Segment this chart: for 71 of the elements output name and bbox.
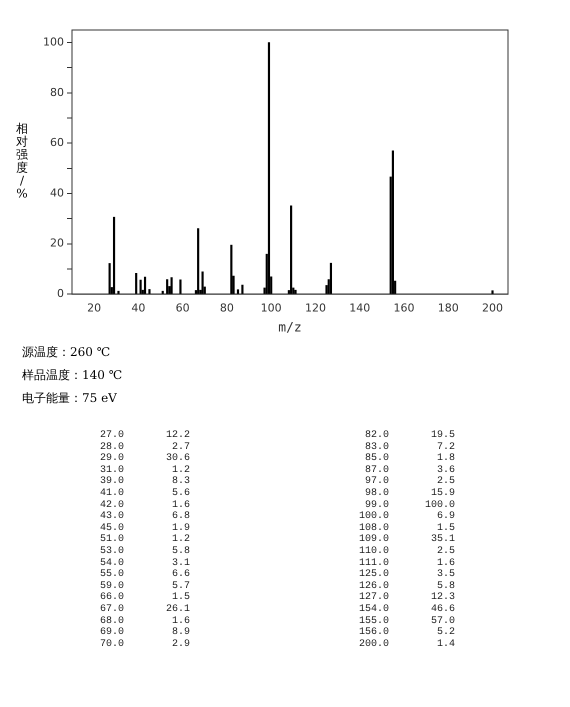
text: 82.0 19.5 [364, 430, 455, 442]
y-tick-label: 20 [50, 236, 64, 250]
text: 125.0 3.5 [358, 569, 455, 581]
x-tick-label: 60 [176, 302, 190, 315]
y-tick-label: 0 [56, 287, 64, 300]
text: 29.0 30.6 [98, 453, 190, 465]
x-tick-label: 100 [260, 302, 282, 315]
y-tick-label: 60 [50, 136, 64, 150]
text: 85.0 1.8 [364, 453, 455, 465]
bar [201, 271, 204, 294]
text: 69.0 8.9 [98, 627, 190, 639]
bar [290, 206, 292, 294]
text: 68.0 1.6 [98, 616, 190, 627]
x-tick-label: 200 [482, 302, 504, 315]
text: 41.0 5.6 [98, 488, 190, 500]
text: 111.0 1.6 [358, 558, 455, 569]
x-tick-label: 120 [304, 302, 326, 315]
x-tick-label: 20 [87, 302, 102, 315]
bar [135, 272, 138, 294]
bar [230, 244, 232, 294]
bar [197, 228, 200, 294]
text: 155.0 57.0 [358, 616, 455, 627]
text: 39.0 8.3 [98, 476, 190, 488]
bar [108, 263, 111, 294]
text: 55.0 6.6 [98, 569, 190, 581]
text: 87.0 3.6 [364, 464, 455, 476]
text: 97.0 2.5 [364, 476, 455, 488]
text: 127.0 12.3 [358, 592, 455, 604]
text: 54.0 3.1 [98, 558, 190, 569]
text: 70.0 2.9 [98, 638, 190, 650]
text: 156.0 5.2 [358, 627, 455, 639]
text: 83.0 7.2 [364, 442, 455, 453]
bar [179, 280, 182, 294]
text: 66.0 1.5 [98, 592, 190, 604]
text: 200.0 1.4 [358, 638, 455, 650]
text: 100.0 6.9 [358, 511, 455, 523]
text: 53.0 5.8 [98, 546, 190, 558]
bar [268, 42, 270, 294]
y-axis-title: 相对强度/% [16, 122, 28, 201]
bar [112, 216, 116, 294]
text: 110.0 2.5 [358, 546, 455, 558]
text: 28.0 2.7 [98, 442, 190, 453]
y-tick-label: 100 [42, 35, 64, 48]
y-tick-label: 40 [50, 186, 64, 200]
x-tick-label: 160 [393, 302, 414, 315]
text: 45.0 1.9 [98, 522, 190, 534]
text: 43.0 6.8 [98, 511, 190, 523]
text: 126.0 5.8 [358, 580, 455, 592]
x-tick-label: 180 [438, 302, 459, 315]
x-tick-label: 140 [349, 302, 370, 315]
text: 源温度：260 ℃ [22, 344, 110, 361]
text: 59.0 5.7 [98, 580, 190, 592]
bar [162, 290, 164, 294]
text: 31.0 1.2 [98, 464, 190, 476]
bar [330, 262, 332, 294]
text: 109.0 35.1 [358, 534, 455, 546]
text: 样品温度：140 ℃ [22, 367, 122, 384]
text: 108.0 1.5 [358, 522, 455, 534]
text: 电子能量：75 eV [22, 390, 117, 407]
text: 154.0 46.6 [358, 604, 455, 616]
text: 51.0 1.2 [98, 534, 190, 546]
bar [392, 150, 394, 294]
text: 27.0 12.2 [98, 430, 190, 442]
x-axis-title: m/z [278, 320, 302, 336]
text: 42.0 1.6 [98, 500, 190, 511]
text: 98.0 15.9 [364, 488, 455, 500]
text: 67.0 26.1 [98, 604, 190, 616]
x-tick-label: 80 [220, 302, 234, 315]
text: 99.0 100.0 [364, 500, 455, 511]
x-tick-label: 40 [131, 302, 146, 315]
y-tick-label: 80 [50, 86, 64, 99]
